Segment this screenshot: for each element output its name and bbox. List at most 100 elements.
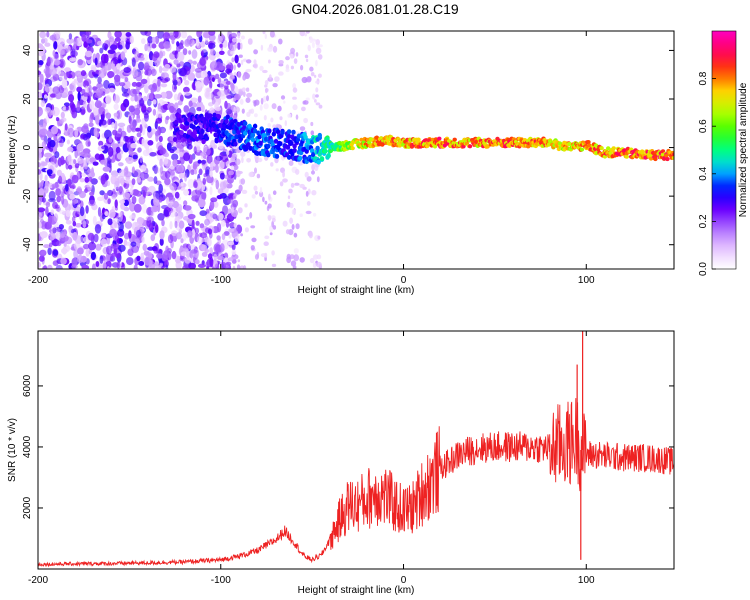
heatmap-cell	[70, 50, 78, 57]
heatmap-cell	[292, 104, 298, 111]
heatmap-cell	[225, 64, 232, 70]
heatmap-cell	[123, 171, 132, 178]
heatmap-cell	[180, 31, 188, 39]
heatmap-cell	[77, 91, 81, 102]
heatmap-cell	[293, 232, 298, 238]
heatmap-cell	[211, 97, 216, 105]
heatmap-cell	[77, 80, 84, 88]
heatmap-cell	[291, 129, 296, 135]
heatmap-cell	[48, 190, 56, 201]
heatmap-cell	[113, 103, 119, 111]
heatmap-cell	[141, 236, 145, 244]
heatmap-cell	[88, 122, 94, 128]
heatmap-cell	[299, 213, 303, 217]
heatmap-cell	[316, 254, 322, 260]
heatmap-cell	[150, 68, 157, 77]
heatmap-cell	[80, 109, 86, 115]
heatmap-cell	[139, 156, 143, 164]
x-tick-label: -100	[211, 575, 231, 586]
heatmap-cell	[184, 257, 191, 264]
heatmap-cell	[82, 80, 89, 88]
heatmap-cell	[44, 83, 50, 93]
heatmap-cell	[161, 219, 165, 227]
heatmap-cell	[142, 109, 150, 115]
heatmap-cell	[203, 76, 210, 86]
heatmap-cell	[67, 178, 72, 187]
heatmap-cell	[56, 169, 63, 176]
heatmap-cell	[40, 231, 48, 239]
heatmap-cell	[72, 199, 76, 205]
heatmap-cell	[209, 256, 214, 267]
heatmap-cell	[123, 98, 130, 108]
heatmap-cell	[106, 266, 110, 269]
heatmap-cell	[306, 76, 312, 83]
heatmap-cell	[305, 31, 310, 34]
heatmap-cell	[80, 236, 84, 244]
heatmap-cell	[157, 213, 165, 221]
heatmap-cell	[117, 122, 126, 128]
heatmap-cell	[280, 130, 285, 135]
heatmap-cell	[311, 170, 315, 175]
heatmap-cell	[211, 60, 218, 68]
heatmap-cell	[315, 47, 322, 55]
heatmap-cell	[97, 76, 102, 84]
heatmap-cell	[184, 38, 191, 47]
heatmap-cell	[122, 192, 131, 200]
heatmap-cell	[269, 31, 275, 38]
heatmap-cell	[206, 154, 213, 164]
heatmap-cell	[77, 150, 81, 157]
heatmap-cell	[95, 115, 100, 125]
heatmap-cell	[94, 57, 98, 66]
heatmap-cell	[272, 217, 276, 223]
heatmap-cell	[67, 164, 73, 170]
heatmap-cell	[297, 155, 303, 161]
heatmap-cell	[188, 244, 196, 250]
snr-panel: -200 -100 0 100 2000 4000 6000 Height of stra…	[7, 330, 675, 596]
heatmap-cell	[216, 129, 222, 135]
colorbar-tick-label: 0.2	[698, 214, 709, 228]
heatmap-cell	[311, 41, 315, 49]
heatmap-cell	[147, 176, 155, 182]
heatmap-cell	[259, 186, 263, 194]
heatmap-cell	[115, 146, 121, 154]
heatmap-cell	[262, 31, 266, 35]
heatmap-cell	[50, 109, 56, 116]
heatmap-cell	[88, 249, 93, 255]
heatmap-cell	[160, 165, 164, 175]
heatmap-cell	[240, 35, 245, 40]
heatmap-cell	[235, 158, 241, 166]
heatmap-cell	[157, 31, 164, 39]
heatmap-cell	[131, 57, 136, 67]
heatmap-cell	[299, 257, 305, 263]
heatmap-cell	[169, 221, 173, 230]
heatmap-cell	[132, 88, 140, 95]
heatmap-cell	[175, 232, 182, 240]
heatmap-cell	[38, 262, 42, 268]
heatmap-cell	[208, 102, 214, 107]
heatmap-cell	[233, 193, 238, 197]
heatmap-cell	[326, 153, 331, 159]
heatmap-cell	[150, 128, 156, 135]
heatmap-cell	[117, 175, 125, 184]
heatmap-cell	[209, 247, 213, 253]
heatmap-cell	[56, 195, 62, 203]
heatmap-cell	[105, 252, 111, 262]
heatmap-cell	[66, 146, 74, 153]
heatmap-cell	[250, 245, 255, 251]
heatmap-cell	[68, 225, 73, 230]
heatmap-cell	[211, 77, 215, 82]
heatmap-cell	[56, 133, 61, 142]
heatmap-cell	[243, 130, 248, 136]
heatmap-cell	[282, 171, 285, 178]
heatmap-cell	[113, 221, 121, 229]
spectrogram-y-axis-label: Frequency (Hz)	[7, 116, 18, 185]
heatmap-cell	[267, 123, 272, 128]
heatmap-cell	[263, 136, 269, 142]
heatmap-cell	[485, 144, 490, 149]
heatmap-cell	[228, 228, 234, 233]
heatmap-cell	[69, 193, 76, 200]
heatmap-cell	[309, 36, 313, 44]
heatmap-cell	[437, 136, 442, 141]
colorbar-tick-label: 0.6	[698, 119, 709, 133]
heatmap-cell	[159, 158, 163, 167]
